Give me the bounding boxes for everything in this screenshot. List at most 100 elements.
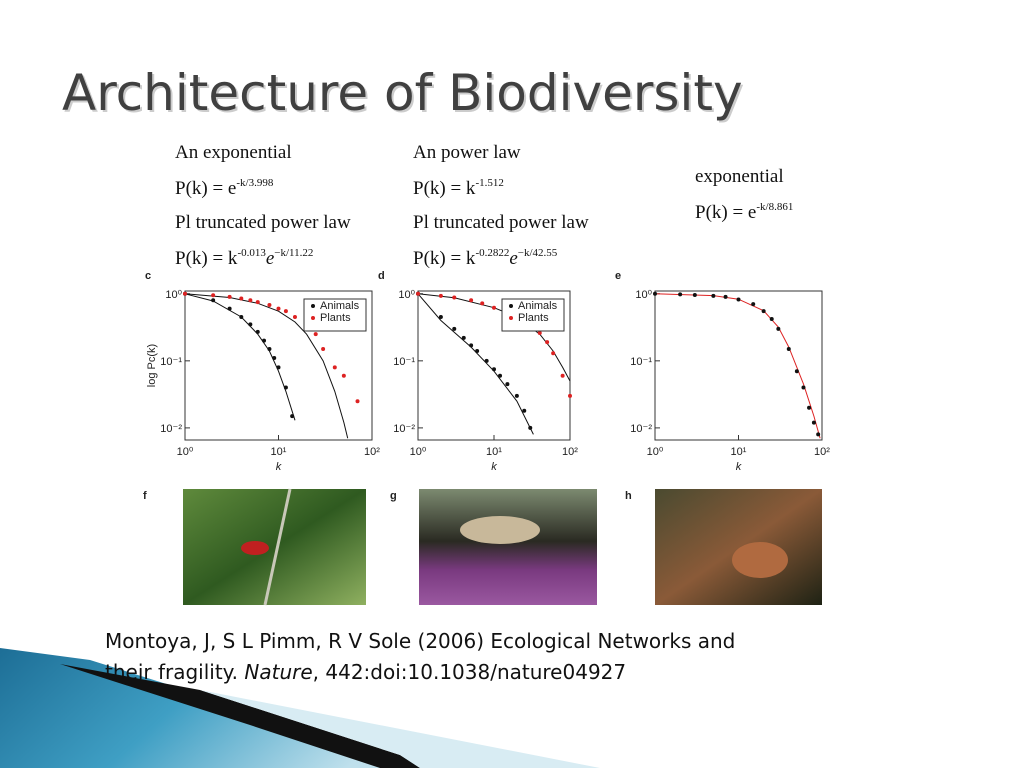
data-point	[239, 296, 244, 301]
formula-base: P(k) = k	[413, 178, 476, 199]
data-point	[786, 347, 791, 352]
formula: P(k) = k-1.512	[413, 177, 504, 199]
title: Architecture of Biodiversity	[62, 64, 743, 122]
formula-exp: −k/11.22	[274, 247, 313, 259]
citation-text: , 442:doi:10.1038/nature04927	[313, 660, 626, 684]
data-point	[736, 297, 741, 302]
x-tick-label: 10²	[364, 446, 380, 458]
data-point	[313, 332, 318, 337]
panel-label: c	[145, 270, 151, 282]
data-point	[248, 322, 253, 327]
chart: e 10⁰ 10¹ 10² 10⁰ 10⁻¹ 10⁻² k	[615, 270, 830, 473]
fit-line	[184, 293, 296, 421]
y-tick-label: 10⁻¹	[393, 356, 415, 368]
data-point	[452, 326, 457, 331]
formula: P(k) = k-0.2822e−k/42.55	[413, 247, 558, 269]
data-point	[776, 326, 781, 331]
panel-label: f	[143, 490, 147, 502]
data-point	[484, 358, 489, 363]
x-axis-label: k	[736, 461, 742, 473]
data-point	[492, 367, 496, 372]
legend-swatch	[311, 304, 315, 308]
data-point	[438, 315, 443, 320]
fit-line	[184, 293, 349, 439]
formula-base: P(k) = k	[413, 248, 476, 269]
formula-base: e	[266, 248, 274, 269]
data-point	[469, 298, 474, 303]
y-tick-label: 10⁻¹	[630, 356, 652, 368]
y-tick-label: 10⁻¹	[160, 356, 182, 368]
legend-label: Animals	[320, 300, 360, 312]
photo-detail	[263, 488, 292, 606]
data-point	[761, 309, 766, 314]
data-point	[560, 373, 565, 378]
x-tick-label: 10²	[562, 446, 578, 458]
photo	[183, 489, 366, 605]
citation: Montoya, J, S L Pimm, R V Sole (2006) Ec…	[105, 629, 735, 653]
data-point	[332, 365, 337, 370]
data-point	[653, 291, 657, 296]
formula-exp: -0.2822	[475, 247, 509, 259]
data-point	[505, 382, 510, 387]
formula-exp: −k/42.55	[518, 247, 558, 259]
formula-exp: -0.013	[237, 247, 266, 259]
formula-exp: -k/3.998	[236, 177, 273, 189]
data-point	[807, 405, 812, 410]
heading: exponential	[695, 166, 784, 187]
y-tick-label: 10⁰	[398, 289, 415, 301]
fit-line	[417, 293, 534, 435]
formula-base: e	[509, 248, 517, 269]
y-tick-label: 10⁰	[165, 289, 182, 301]
data-point	[769, 317, 774, 322]
citation-journal: Nature	[244, 660, 312, 684]
data-point	[475, 349, 480, 354]
data-point	[267, 303, 272, 308]
data-point	[811, 420, 816, 425]
formula-exp: -1.512	[475, 177, 503, 189]
data-point	[321, 347, 326, 352]
heading: An exponential	[175, 142, 292, 163]
data-point	[276, 365, 281, 370]
data-point	[438, 293, 443, 298]
data-point	[276, 306, 281, 311]
photo-detail	[241, 541, 269, 555]
swoosh-stripe	[60, 664, 420, 768]
heading: An power law	[413, 142, 521, 163]
data-point	[292, 315, 297, 320]
data-point	[283, 309, 288, 314]
fit-line	[654, 293, 821, 439]
formula: P(k) = e-k/8.861	[695, 201, 793, 223]
data-point	[469, 343, 474, 348]
data-point	[751, 302, 756, 307]
formula-column: An exponential P(k) = e-k/3.998 Pl trunc…	[175, 142, 351, 269]
data-point	[355, 399, 360, 404]
data-point	[522, 408, 527, 413]
y-tick-label: 10⁰	[635, 289, 652, 301]
panel-label: d	[378, 270, 385, 282]
data-point	[551, 351, 556, 356]
panel-label: g	[390, 490, 397, 502]
data-point	[537, 331, 542, 336]
formula-base: P(k) = e	[175, 178, 236, 199]
legend-label: Animals	[518, 300, 558, 312]
panel-label: h	[625, 490, 632, 502]
citation: their fragility. Nature, 442:doi:10.1038…	[105, 660, 626, 684]
data-point	[341, 373, 346, 378]
data-point	[239, 315, 244, 320]
photo-detail	[460, 516, 540, 544]
data-point	[211, 298, 216, 303]
formula-base: P(k) = k	[175, 248, 238, 269]
data-point	[227, 306, 232, 311]
data-point	[514, 393, 519, 398]
y-tick-label: 10⁻²	[630, 423, 652, 435]
legend-swatch	[509, 316, 513, 320]
formula-column: exponential P(k) = e-k/8.861	[695, 166, 793, 223]
data-point	[816, 432, 821, 437]
title-shadow: Architecture of Biodiversity	[64, 66, 745, 124]
data-point	[255, 300, 260, 305]
x-tick-label: 10⁰	[410, 446, 427, 458]
data-point	[801, 385, 806, 390]
data-point	[248, 298, 253, 303]
